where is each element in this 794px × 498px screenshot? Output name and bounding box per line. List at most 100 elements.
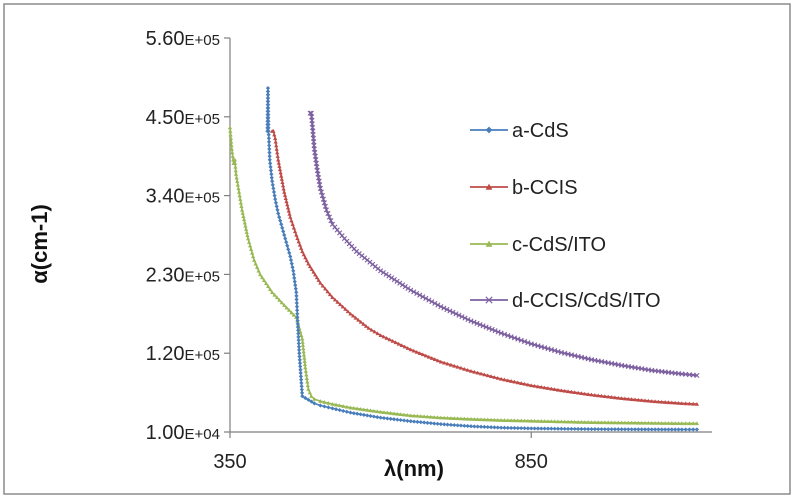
- data-point: [320, 283, 325, 288]
- data-point: [462, 416, 467, 421]
- data-point: [303, 365, 308, 370]
- data-point: [245, 236, 251, 241]
- data-point: [455, 364, 460, 369]
- data-point: [462, 366, 467, 371]
- data-point: [266, 125, 271, 130]
- data-point: [309, 267, 314, 271]
- data-point: [492, 425, 497, 430]
- data-point: [420, 294, 426, 300]
- data-point: [270, 290, 275, 294]
- data-point: [314, 275, 320, 280]
- data-point: [340, 304, 345, 309]
- data-point: [299, 387, 304, 392]
- data-point: [445, 361, 450, 366]
- data-point: [321, 200, 327, 206]
- data-point: [428, 414, 433, 419]
- data-point: [666, 400, 671, 405]
- data-point: [687, 421, 692, 426]
- data-point: [280, 225, 285, 230]
- data-point: [266, 132, 271, 137]
- data-point: [267, 150, 272, 155]
- data-point: [330, 295, 335, 300]
- y-tick-label: 4.50E+05: [146, 107, 220, 129]
- data-point: [636, 427, 641, 432]
- data-point: [619, 420, 624, 425]
- data-point: [265, 95, 271, 101]
- data-point: [375, 415, 380, 420]
- y-tick-label: 1.20E+05: [146, 343, 220, 365]
- data-point: [289, 261, 294, 266]
- data-point: [562, 388, 567, 393]
- data-point: [272, 292, 277, 297]
- data-point: [448, 416, 454, 420]
- data-point: [445, 415, 450, 420]
- data-point: [267, 146, 272, 152]
- data-point: [233, 161, 238, 166]
- data-point: [307, 264, 313, 269]
- data-point: [472, 424, 477, 429]
- data-point: [602, 420, 607, 425]
- data-point: [444, 306, 450, 313]
- data-point: [303, 395, 308, 401]
- data-point: [485, 373, 490, 378]
- data-point: [293, 283, 298, 288]
- data-point: [375, 331, 380, 336]
- data-point: [227, 125, 233, 130]
- data-point: [401, 418, 407, 423]
- x-axis-ticks: 350 850: [213, 432, 548, 473]
- data-point: [586, 420, 591, 424]
- data-point: [522, 426, 527, 431]
- data-point: [629, 420, 634, 425]
- data-point: [512, 425, 517, 431]
- data-point: [426, 354, 431, 359]
- data-point: [511, 335, 518, 341]
- data-point: [579, 426, 584, 432]
- data-point: [265, 92, 271, 97]
- data-point: [415, 419, 420, 424]
- data-point: [694, 421, 700, 426]
- data-point: [629, 397, 634, 401]
- data-point: [532, 426, 537, 431]
- data-point: [297, 357, 302, 362]
- data-point: [292, 279, 297, 284]
- data-point: [455, 423, 460, 428]
- data-point: [309, 394, 314, 398]
- data-point: [368, 413, 373, 419]
- data-point: [249, 250, 255, 255]
- data-point: [478, 371, 484, 376]
- series-b-CCIS: [270, 129, 700, 406]
- data-point: [298, 329, 303, 334]
- data-point: [372, 329, 377, 334]
- data-point: [438, 359, 443, 364]
- data-point: [281, 186, 286, 191]
- data-point: [485, 417, 490, 422]
- data-point: [306, 397, 311, 402]
- data-point: [448, 362, 454, 367]
- data-point: [452, 416, 457, 420]
- data-point: [442, 415, 447, 420]
- data-point: [297, 351, 302, 356]
- y-axis-ticks: 1.00E+04 1.20E+05 2.30E+05 3.40E+05 4.50E+05…: [146, 28, 230, 444]
- data-point: [320, 196, 326, 202]
- data-point: [394, 278, 400, 284]
- data-point: [344, 404, 349, 409]
- data-point: [622, 396, 628, 401]
- data-point: [663, 421, 668, 425]
- data-point: [328, 218, 334, 224]
- data-point: [691, 427, 696, 432]
- data-point: [586, 426, 591, 432]
- data-point: [420, 352, 425, 357]
- y-tick-label: 3.40E+05: [146, 186, 220, 208]
- data-point: [649, 420, 654, 425]
- data-point: [687, 401, 692, 406]
- data-point: [652, 427, 658, 432]
- data-point: [687, 427, 692, 432]
- data-point: [572, 419, 577, 424]
- data-point: [438, 304, 444, 310]
- data-point: [299, 384, 304, 389]
- data-point: [673, 427, 678, 432]
- data-point: [297, 354, 302, 359]
- data-point: [271, 129, 276, 133]
- data-point: [291, 272, 296, 277]
- y-tick-label: 2.30E+05: [146, 264, 220, 286]
